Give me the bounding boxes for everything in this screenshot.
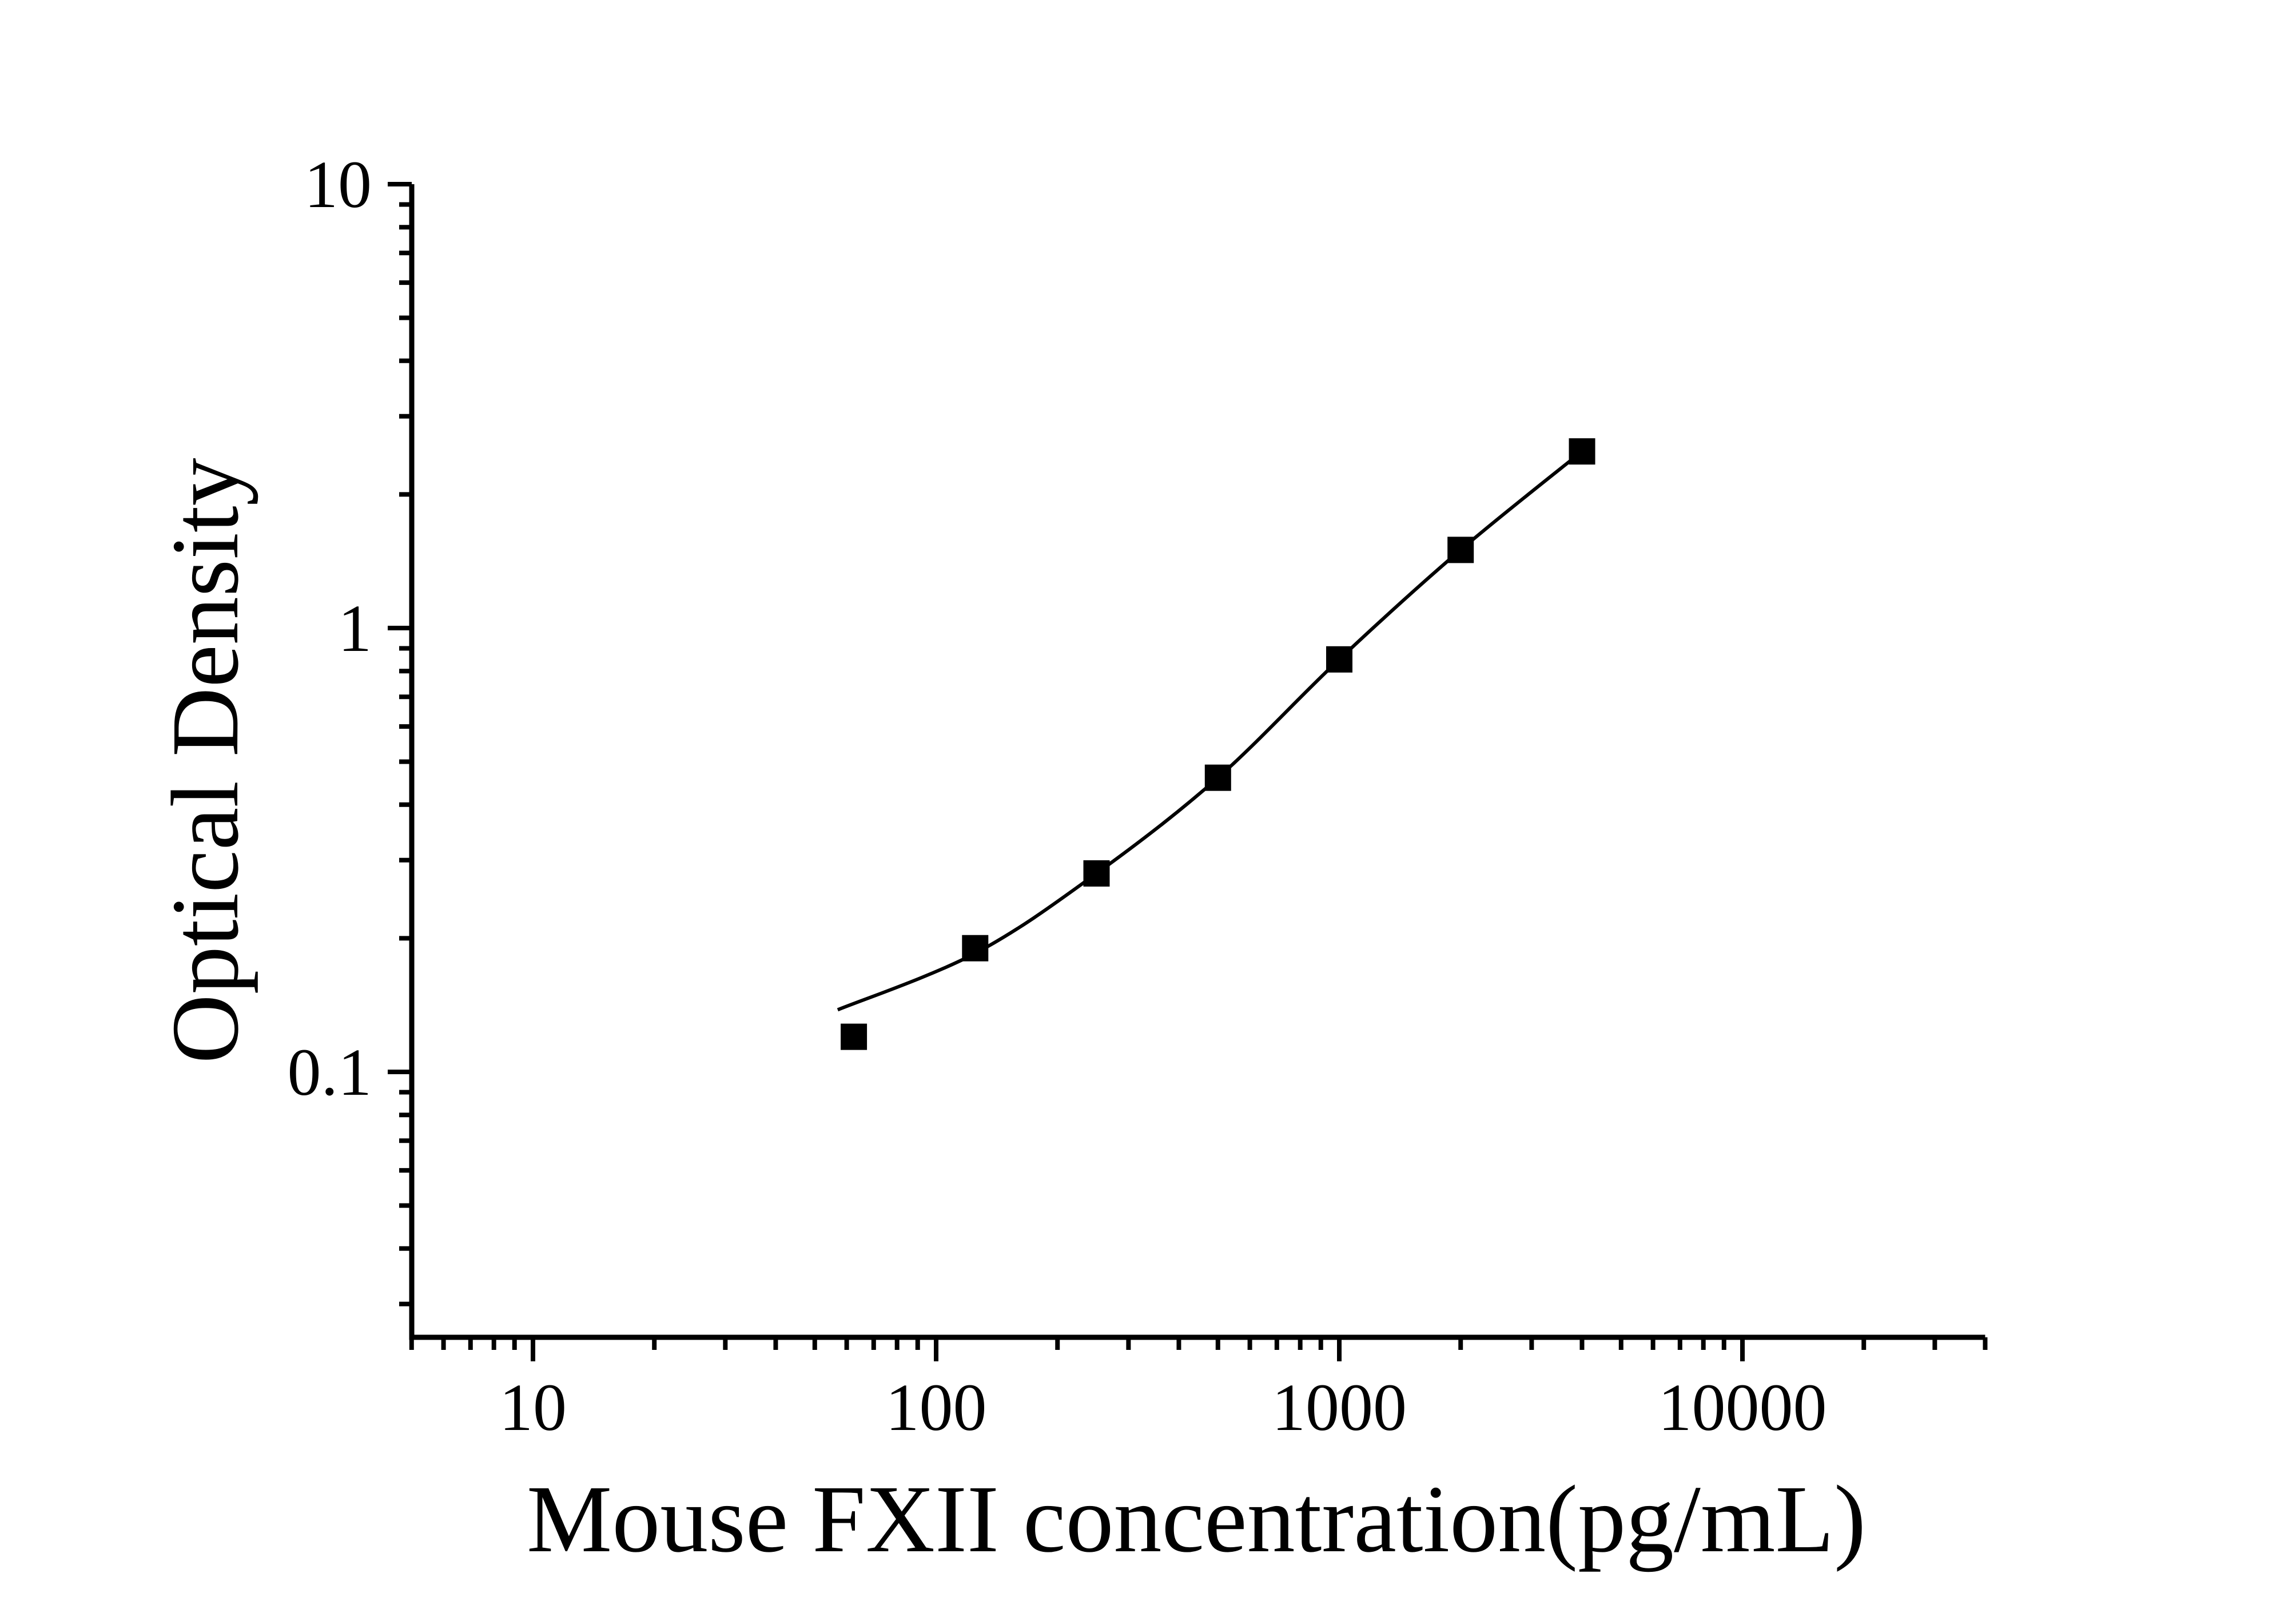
data-point-marker: [1326, 646, 1352, 673]
y-tick-label: 10: [304, 147, 372, 222]
y-tick-label: 1: [338, 591, 372, 666]
data-point-marker: [841, 1023, 868, 1050]
x-axis: [409, 1334, 1988, 1361]
x-tick-label: 10: [499, 1370, 567, 1445]
y-axis-title: Optical Density: [152, 458, 258, 1063]
x-tick-label: 10000: [1658, 1370, 1827, 1445]
data-point-marker: [1447, 537, 1474, 563]
x-tick-labels: 10 100 1000 10000: [499, 1370, 1827, 1445]
x-tick-label: 1000: [1272, 1370, 1407, 1445]
x-tick-label: 100: [886, 1370, 987, 1445]
data-point-marker: [1204, 764, 1231, 791]
y-tick-label: 0.1: [288, 1035, 372, 1110]
y-tick-labels: 10 1 0.1: [288, 147, 372, 1110]
fit-curve-line: [837, 450, 1583, 1012]
data-point-marker: [1083, 860, 1110, 887]
x-axis-title: Mouse FXII concentration(pg/mL): [527, 1466, 1866, 1572]
data-point-markers: [841, 438, 1595, 1050]
y-axis: [388, 182, 415, 1337]
data-point-marker: [962, 935, 989, 962]
data-point-marker: [1569, 438, 1595, 465]
